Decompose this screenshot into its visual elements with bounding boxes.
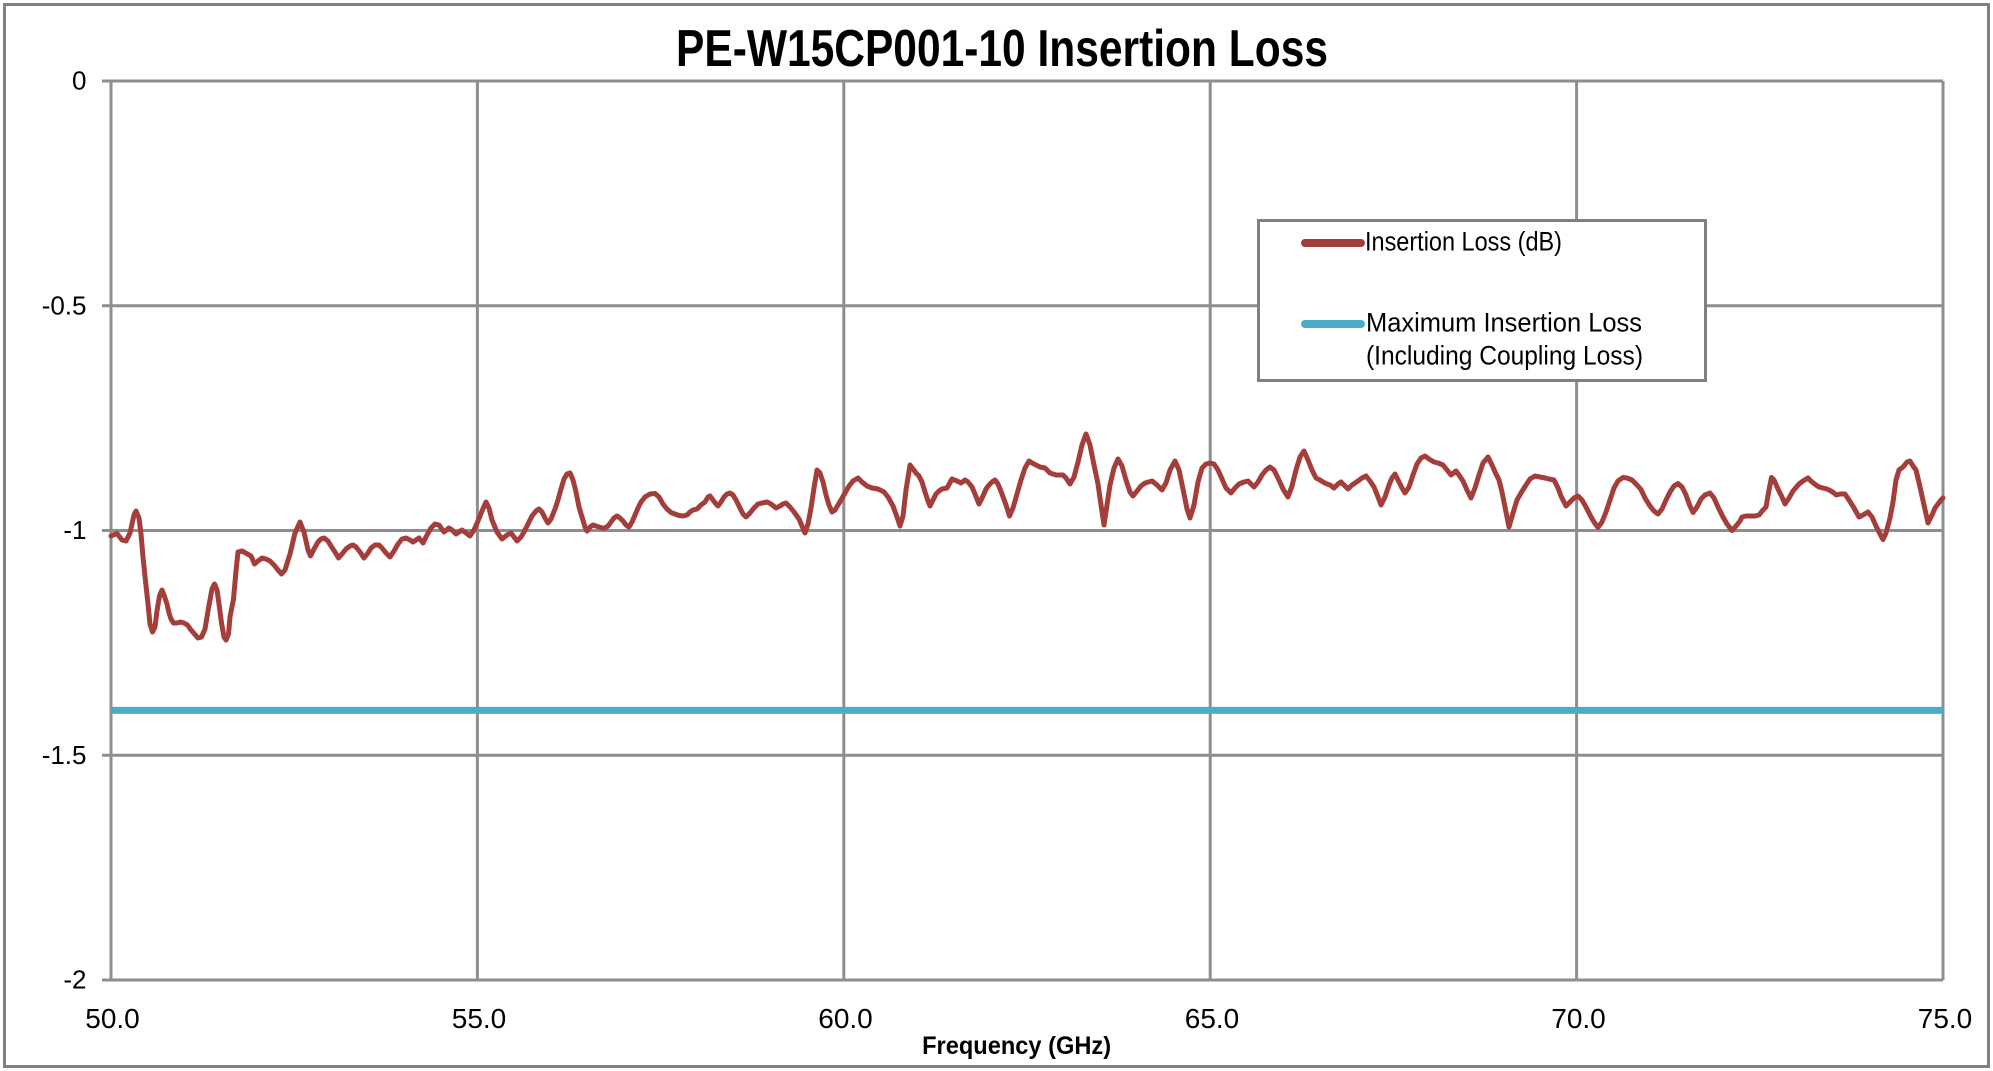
svg-text:0: 0 — [72, 66, 86, 96]
svg-text:(Including Coupling Loss): (Including Coupling Loss) — [1366, 341, 1643, 371]
svg-text:Frequency (GHz): Frequency (GHz) — [922, 1032, 1111, 1060]
svg-text:PE-W15CP001-10 Insertion Loss: PE-W15CP001-10 Insertion Loss — [676, 20, 1328, 78]
svg-text:Insertion Loss (dB): Insertion Loss (dB) — [1365, 227, 1562, 257]
svg-text:50.0: 50.0 — [85, 1003, 140, 1034]
svg-text:-2: -2 — [63, 965, 86, 995]
svg-text:-1.5: -1.5 — [42, 740, 87, 770]
svg-text:75.0: 75.0 — [1918, 1003, 1973, 1034]
svg-text:-1: -1 — [63, 515, 86, 545]
svg-text:-0.5: -0.5 — [42, 291, 87, 321]
svg-text:60.0: 60.0 — [818, 1003, 873, 1034]
svg-text:Maximum Insertion Loss: Maximum Insertion Loss — [1366, 308, 1642, 338]
svg-text:70.0: 70.0 — [1551, 1003, 1606, 1034]
svg-text:55.0: 55.0 — [452, 1003, 507, 1034]
svg-text:65.0: 65.0 — [1185, 1003, 1240, 1034]
